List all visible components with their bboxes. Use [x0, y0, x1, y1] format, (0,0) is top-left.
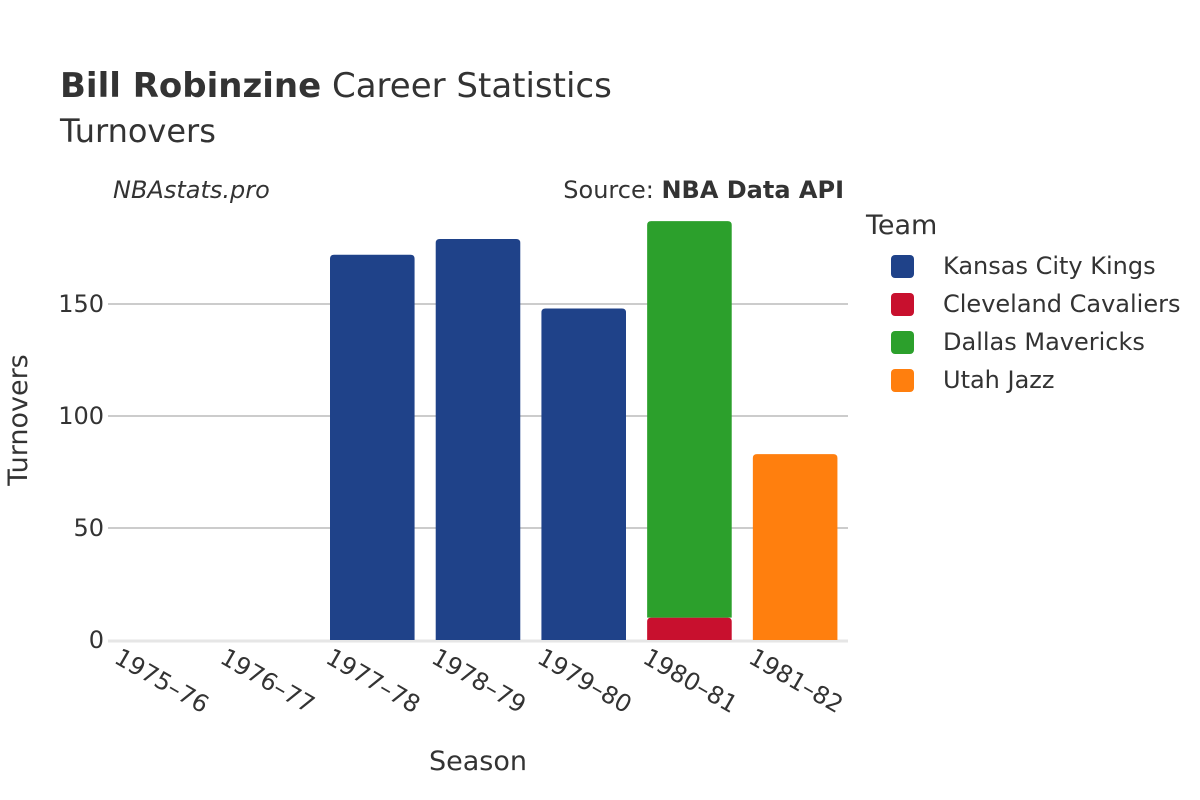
bar-kansas-city-kings-1978–79	[435, 239, 521, 641]
legend-swatch	[891, 254, 914, 278]
y-axis-ticks: 0 50 100 150	[58, 290, 104, 654]
title-suffix: Career Statistics	[321, 66, 612, 106]
legend-label: Utah Jazz	[943, 366, 1055, 394]
x-tick-label: 1980–81	[638, 643, 742, 719]
x-tick-label: 1977–78	[321, 643, 425, 719]
y-tick-label: 150	[58, 290, 104, 318]
x-tick-label: 1978–79	[427, 643, 531, 719]
y-tick-label: 100	[58, 402, 104, 430]
x-tick-label: 1976–77	[216, 643, 320, 719]
x-axis-label: Season	[429, 746, 527, 777]
chart-title: Bill Robinzine Career Statistics	[60, 66, 612, 106]
legend-label: Cleveland Cavaliers	[943, 290, 1181, 318]
bar-kansas-city-kings-1979–80	[541, 308, 626, 640]
legend-title: Team	[866, 210, 938, 241]
legend-item-cleveland-cavaliers[interactable]: Cleveland Cavaliers	[891, 290, 1181, 318]
bars	[330, 221, 838, 641]
x-tick-label: 1975–76	[110, 643, 214, 719]
y-axis-label: Turnovers	[3, 354, 34, 487]
data-source: Source: NBA Data API	[563, 176, 844, 204]
site-credit: NBAstats.pro	[113, 176, 270, 204]
x-axis-ticks: 1975–76 1976–77 1977–78 1978–79 1979–80 1980–…	[110, 643, 848, 719]
legend-item-utah-jazz[interactable]: Utah Jazz	[891, 366, 1055, 394]
legend-swatch	[891, 368, 914, 392]
chart-subtitle: Turnovers	[60, 112, 216, 150]
player-name: Bill Robinzine	[60, 66, 322, 106]
x-tick-label: 1979–80	[533, 643, 637, 719]
bar-kansas-city-kings-1977–78	[330, 254, 415, 640]
legend-item-kansas-city-kings[interactable]: Kansas City Kings	[891, 252, 1156, 280]
legend-swatch	[891, 292, 914, 316]
legend-label: Dallas Mavericks	[943, 328, 1145, 356]
source-name: NBA Data API	[661, 176, 844, 204]
bar-dallas-mavericks-1980–81	[647, 221, 732, 618]
x-tick-label: 1981–82	[744, 643, 848, 719]
legend-swatch	[891, 330, 914, 354]
source-prefix: Source:	[563, 176, 662, 204]
bar-cleveland-cavaliers-1980–81	[647, 617, 732, 640]
legend-label: Kansas City Kings	[943, 252, 1156, 280]
legend-item-dallas-mavericks[interactable]: Dallas Mavericks	[891, 328, 1145, 356]
y-tick-label: 0	[89, 626, 104, 654]
bar-utah-jazz-1981–82	[752, 454, 838, 640]
y-tick-label: 50	[73, 514, 104, 542]
